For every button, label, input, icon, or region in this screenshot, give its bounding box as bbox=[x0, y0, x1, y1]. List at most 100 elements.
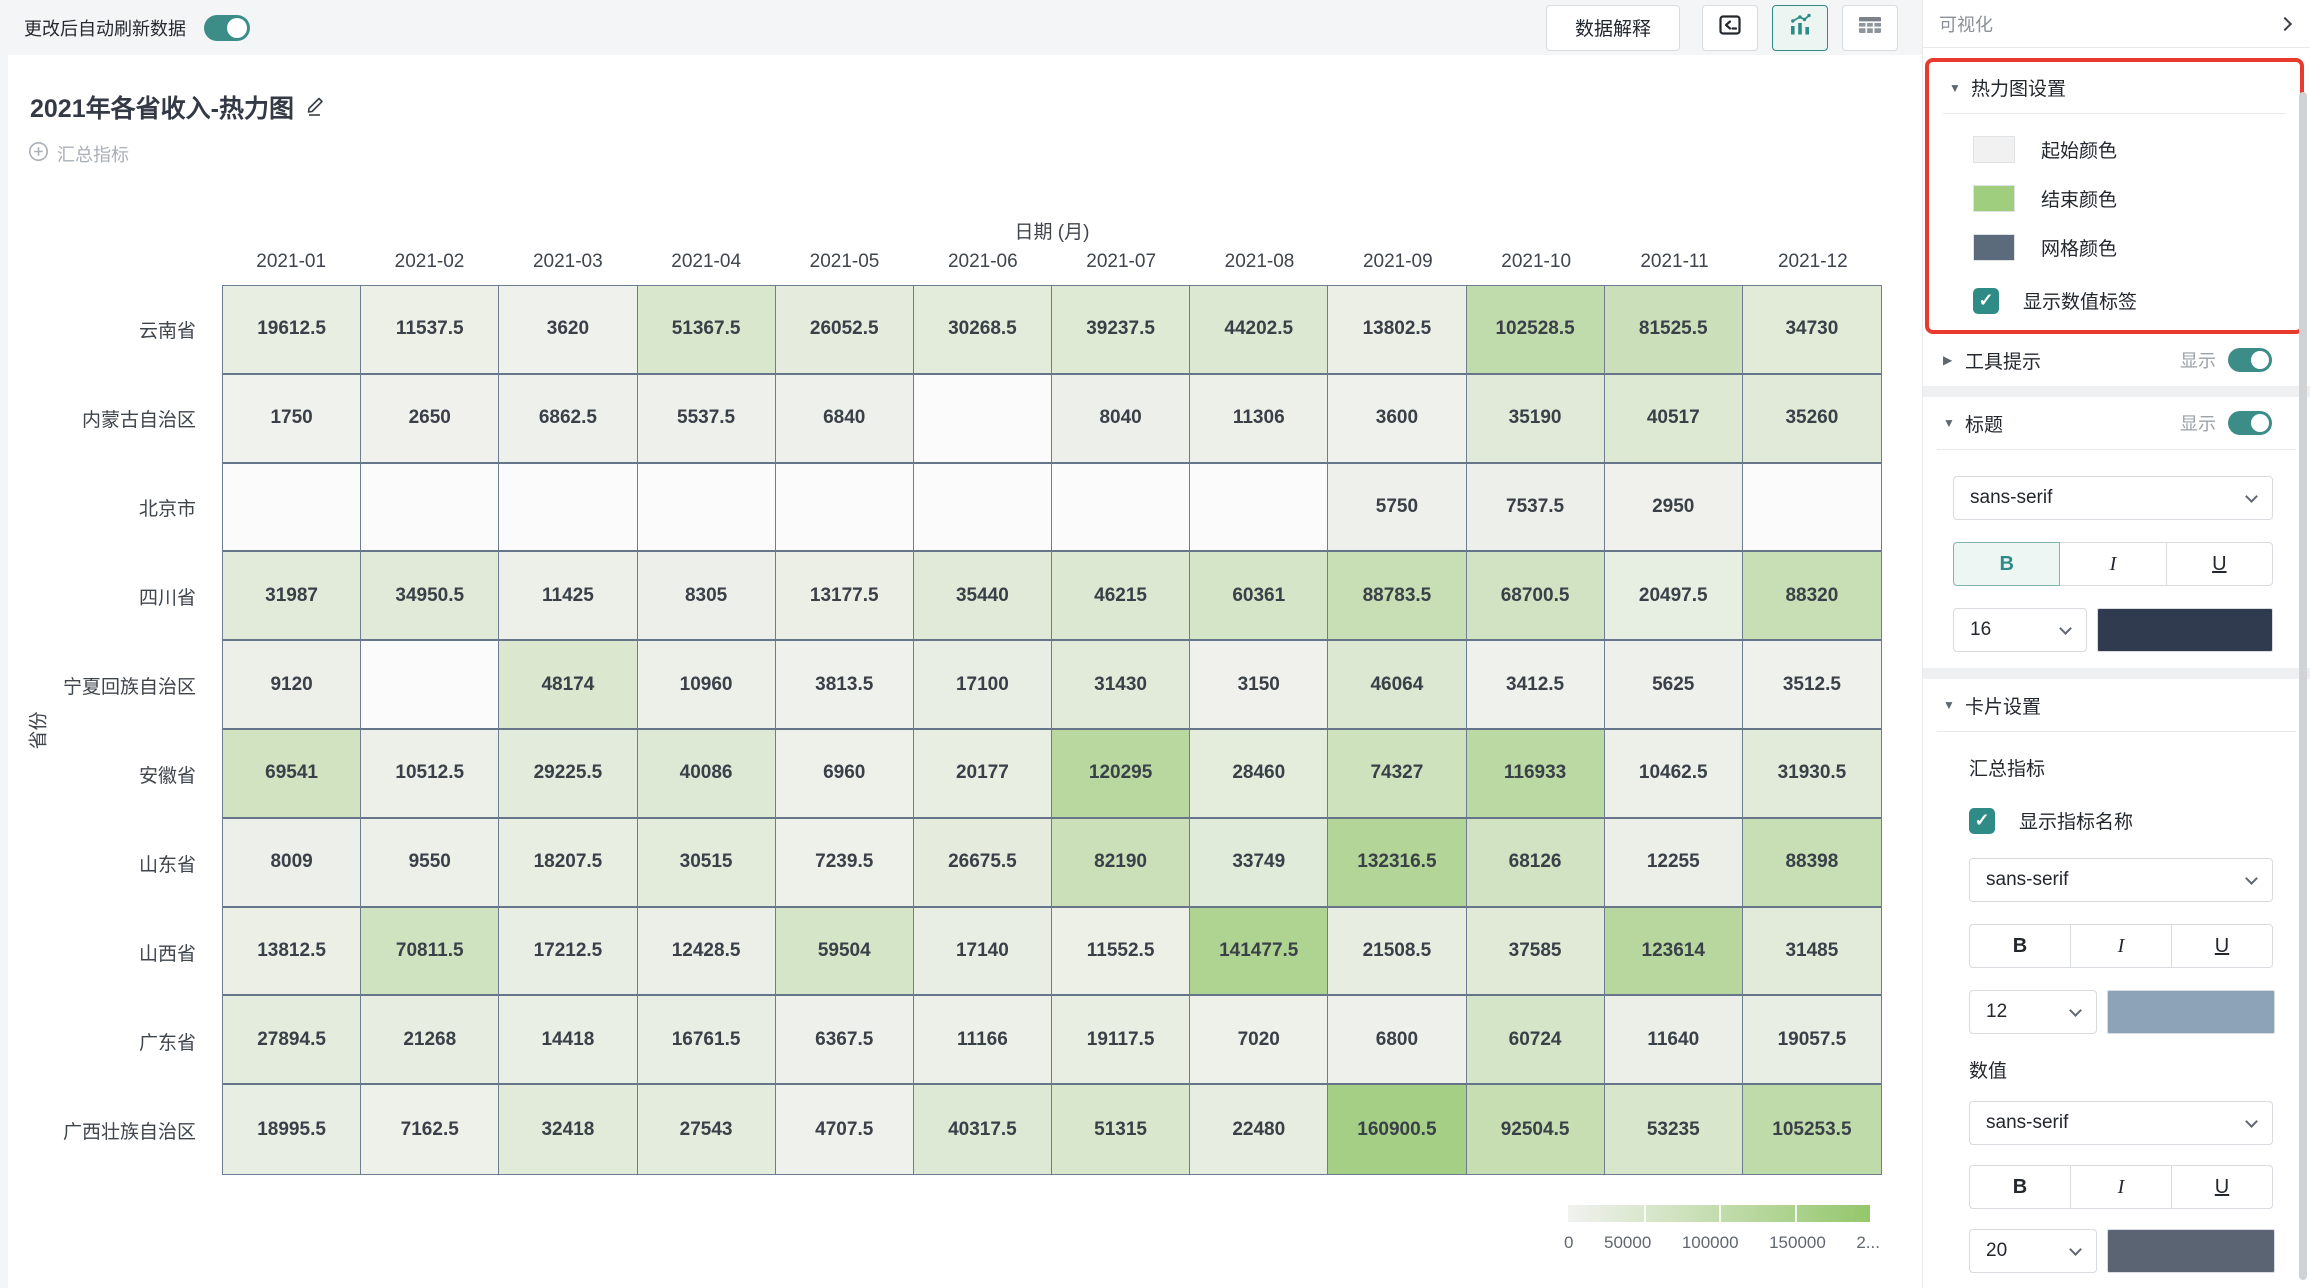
heatmap-cell[interactable]: 21268 bbox=[361, 996, 500, 1086]
heatmap-cell[interactable]: 132316.5 bbox=[1328, 818, 1467, 908]
heatmap-cell[interactable]: 34950.5 bbox=[361, 552, 500, 642]
heatmap-cell[interactable]: 69541 bbox=[223, 730, 362, 819]
value-font-color-picker[interactable] bbox=[2107, 1229, 2275, 1273]
heatmap-cell[interactable]: 51315 bbox=[1052, 1085, 1191, 1174]
heatmap-cell[interactable]: 88783.5 bbox=[1328, 552, 1467, 642]
heatmap-cell[interactable]: 6862.5 bbox=[499, 374, 638, 464]
heatmap-cell[interactable]: 10960 bbox=[637, 641, 776, 730]
heatmap-cell[interactable]: 11640 bbox=[1604, 996, 1743, 1086]
heatmap-cell[interactable]: 6960 bbox=[775, 730, 914, 819]
heatmap-cell[interactable] bbox=[1052, 463, 1191, 553]
code-view-button[interactable] bbox=[1702, 4, 1758, 51]
heatmap-cell[interactable]: 48174 bbox=[499, 641, 638, 730]
data-explain-button[interactable]: 数据解释 bbox=[1545, 4, 1680, 51]
heatmap-cell[interactable]: 30515 bbox=[637, 818, 776, 908]
heatmap-cell[interactable]: 44202.5 bbox=[1190, 286, 1329, 375]
heatmap-cell[interactable]: 12255 bbox=[1604, 818, 1743, 908]
heatmap-cell[interactable]: 30268.5 bbox=[913, 286, 1052, 375]
title-show-toggle[interactable] bbox=[2228, 411, 2272, 435]
heatmap-cell[interactable]: 11552.5 bbox=[1052, 907, 1191, 997]
heatmap-cell[interactable]: 53235 bbox=[1604, 1085, 1743, 1174]
heatmap-cell[interactable]: 27543 bbox=[637, 1085, 776, 1174]
heatmap-cell[interactable] bbox=[913, 374, 1052, 464]
heatmap-cell[interactable]: 35260 bbox=[1742, 374, 1881, 464]
heatmap-cell[interactable]: 40517 bbox=[1604, 374, 1743, 464]
heatmap-cell[interactable]: 116933 bbox=[1466, 730, 1605, 819]
heatmap-cell[interactable]: 68126 bbox=[1466, 818, 1605, 908]
heatmap-cell[interactable]: 123614 bbox=[1604, 907, 1743, 997]
heatmap-cell[interactable]: 5625 bbox=[1604, 641, 1743, 730]
tooltip-section-header[interactable]: ▶ 工具提示 显示 bbox=[1923, 334, 2310, 386]
heatmap-cell[interactable]: 37585 bbox=[1466, 907, 1605, 997]
heatmap-cell[interactable]: 2950 bbox=[1604, 463, 1743, 553]
heatmap-cell[interactable]: 40317.5 bbox=[913, 1085, 1052, 1174]
heatmap-cell[interactable]: 59504 bbox=[775, 907, 914, 997]
value-font-size-select[interactable]: 20 bbox=[1969, 1229, 2097, 1273]
heatmap-cell[interactable]: 18995.5 bbox=[223, 1085, 362, 1174]
show-indicator-name-row[interactable]: ✓ 显示指标名称 bbox=[1969, 807, 2310, 834]
heatmap-cell[interactable]: 10512.5 bbox=[361, 730, 500, 819]
heatmap-cell[interactable]: 29225.5 bbox=[499, 730, 638, 819]
heatmap-cell[interactable]: 5750 bbox=[1328, 463, 1467, 553]
heatmap-cell[interactable]: 31430 bbox=[1052, 641, 1191, 730]
heatmap-cell[interactable]: 2650 bbox=[361, 374, 500, 464]
heatmap-cell[interactable]: 3412.5 bbox=[1466, 641, 1605, 730]
heatmap-cell[interactable]: 18207.5 bbox=[499, 818, 638, 908]
heatmap-cell[interactable]: 81525.5 bbox=[1604, 286, 1743, 375]
show-value-labels-row[interactable]: ✓ 显示数值标签 bbox=[1973, 287, 2300, 314]
tooltip-show-toggle[interactable] bbox=[2228, 348, 2272, 372]
indicator-underline-button[interactable]: U bbox=[2171, 924, 2273, 968]
heatmap-cell[interactable] bbox=[637, 463, 776, 553]
heatmap-cell[interactable]: 31987 bbox=[223, 552, 362, 642]
indicator-font-family-select[interactable]: sans-serif bbox=[1969, 858, 2273, 902]
heatmap-cell[interactable]: 3150 bbox=[1190, 641, 1329, 730]
card-settings-header[interactable]: ▼ 卡片设置 bbox=[1943, 696, 2042, 718]
table-view-button[interactable] bbox=[1842, 4, 1898, 51]
title-section-header[interactable]: ▼ 标题 显示 bbox=[1923, 397, 2310, 449]
checkbox-checked-icon[interactable]: ✓ bbox=[1973, 287, 1999, 314]
heatmap-cell[interactable]: 31485 bbox=[1742, 907, 1881, 997]
grid-color-swatch[interactable] bbox=[1973, 234, 2015, 261]
chart-view-button[interactable] bbox=[1772, 4, 1828, 51]
indicator-bold-button[interactable]: B bbox=[1969, 924, 2071, 968]
heatmap-cell[interactable] bbox=[361, 463, 500, 553]
end-color-swatch[interactable] bbox=[1973, 185, 2015, 212]
value-italic-button[interactable]: I bbox=[2070, 1165, 2172, 1209]
edit-title-icon[interactable] bbox=[304, 93, 328, 122]
heatmap-cell[interactable]: 92504.5 bbox=[1466, 1085, 1605, 1174]
heatmap-cell[interactable]: 6367.5 bbox=[775, 996, 914, 1086]
value-bold-button[interactable]: B bbox=[1969, 1165, 2071, 1209]
auto-refresh-toggle[interactable] bbox=[204, 14, 250, 41]
heatmap-cell[interactable]: 68700.5 bbox=[1466, 552, 1605, 642]
heatmap-cell[interactable]: 46064 bbox=[1328, 641, 1467, 730]
heatmap-cell[interactable]: 102528.5 bbox=[1466, 286, 1605, 375]
heatmap-cell[interactable]: 13177.5 bbox=[775, 552, 914, 642]
heatmap-cell[interactable]: 3813.5 bbox=[775, 641, 914, 730]
indicator-italic-button[interactable]: I bbox=[2070, 924, 2172, 968]
heatmap-cell[interactable]: 35190 bbox=[1466, 374, 1605, 464]
heatmap-cell[interactable]: 28460 bbox=[1190, 730, 1329, 819]
heatmap-cell[interactable]: 7239.5 bbox=[775, 818, 914, 908]
heatmap-cell[interactable]: 17100 bbox=[913, 641, 1052, 730]
title-font-color-picker[interactable] bbox=[2097, 608, 2273, 652]
heatmap-cell[interactable]: 16761.5 bbox=[637, 996, 776, 1086]
heatmap-cell[interactable]: 40086 bbox=[637, 730, 776, 819]
heatmap-cell[interactable]: 160900.5 bbox=[1328, 1085, 1467, 1174]
indicator-font-color-picker[interactable] bbox=[2107, 990, 2275, 1034]
heatmap-cell[interactable]: 11425 bbox=[499, 552, 638, 642]
value-underline-button[interactable]: U bbox=[2171, 1165, 2273, 1209]
heatmap-cell[interactable]: 141477.5 bbox=[1190, 907, 1329, 997]
heatmap-cell[interactable]: 11537.5 bbox=[361, 286, 500, 375]
heatmap-cell[interactable]: 20497.5 bbox=[1604, 552, 1743, 642]
heatmap-cell[interactable]: 105253.5 bbox=[1742, 1085, 1881, 1174]
heatmap-cell[interactable]: 19057.5 bbox=[1742, 996, 1881, 1086]
heatmap-cell[interactable]: 13812.5 bbox=[223, 907, 362, 997]
heatmap-cell[interactable]: 35440 bbox=[913, 552, 1052, 642]
heatmap-cell[interactable]: 19117.5 bbox=[1052, 996, 1191, 1086]
heatmap-cell[interactable]: 88320 bbox=[1742, 552, 1881, 642]
heatmap-cell[interactable]: 21508.5 bbox=[1328, 907, 1467, 997]
heatmap-cell[interactable] bbox=[913, 463, 1052, 553]
heatmap-cell[interactable]: 11306 bbox=[1190, 374, 1329, 464]
heatmap-cell[interactable]: 9120 bbox=[223, 641, 362, 730]
heatmap-cell[interactable]: 74327 bbox=[1328, 730, 1467, 819]
